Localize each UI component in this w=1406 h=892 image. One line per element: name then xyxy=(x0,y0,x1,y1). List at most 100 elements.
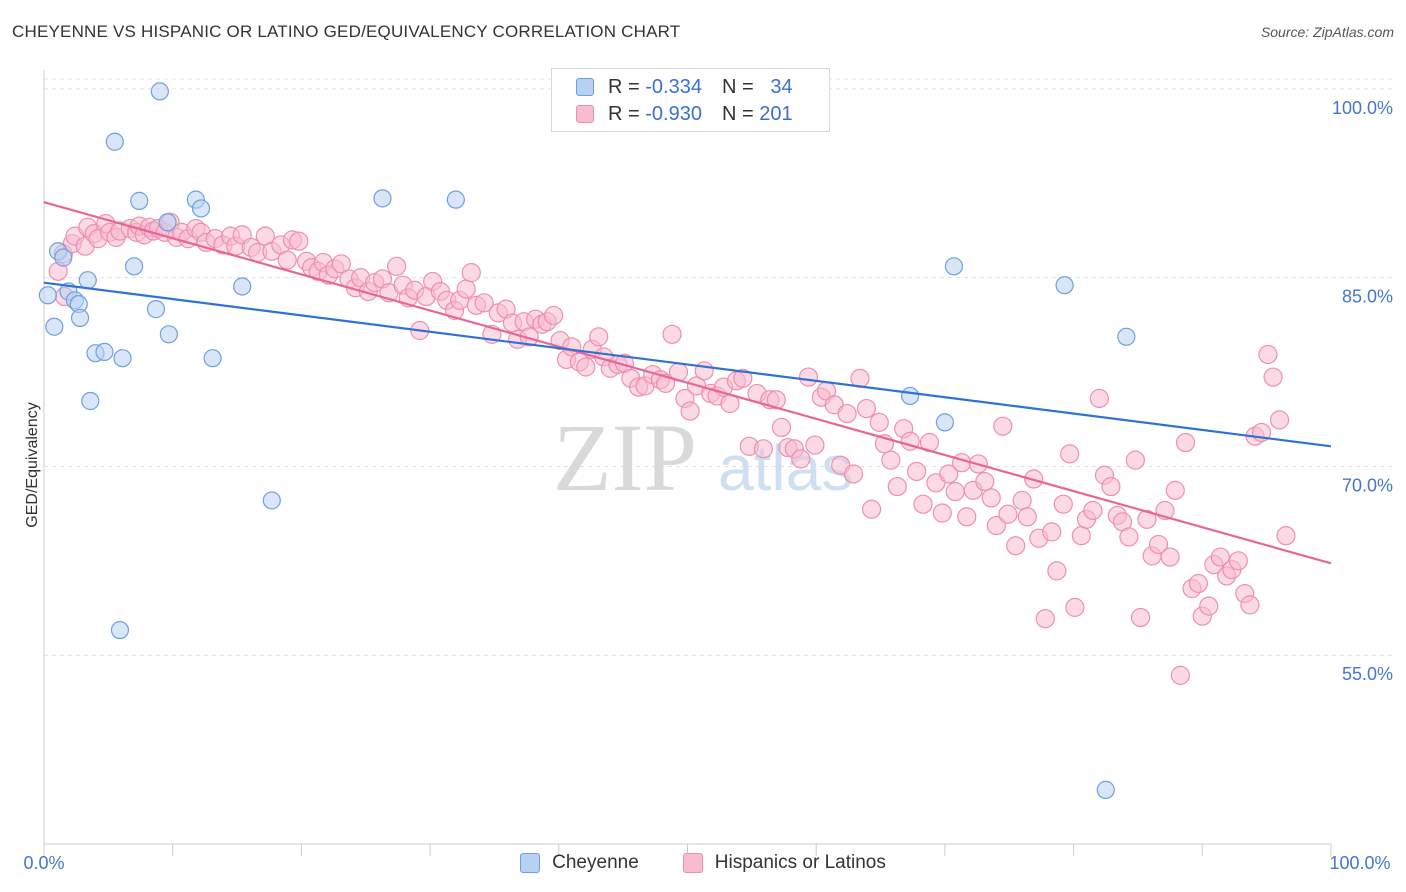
hispanic-point xyxy=(932,503,952,523)
cheyenne-point xyxy=(70,308,90,328)
hispanic-point xyxy=(975,471,995,492)
cheyenne-point xyxy=(944,257,964,276)
legend-bottom-label-cheyenne: Cheyenne xyxy=(552,852,639,873)
hispanic-point xyxy=(1071,526,1091,546)
cheyenne-point xyxy=(1117,327,1136,346)
hispanic-point xyxy=(694,361,714,381)
hispanic-point xyxy=(957,507,977,527)
gridlines xyxy=(44,78,1395,656)
hispanic-point xyxy=(1199,596,1219,616)
hispanic-point xyxy=(986,515,1006,536)
cheyenne-point xyxy=(54,248,73,267)
hispanic-point xyxy=(1240,595,1260,615)
hispanic-point xyxy=(662,324,682,344)
cheyenne-point xyxy=(262,491,281,510)
hispanic-point xyxy=(461,263,481,283)
watermark-zip: ZIP xyxy=(553,404,697,511)
hispanic-point xyxy=(881,450,901,470)
cheyenne-point xyxy=(373,189,392,208)
cheyenne-point xyxy=(159,325,178,344)
source-label: Source: ZipAtlas.com xyxy=(1260,24,1394,40)
hispanic-point xyxy=(1130,607,1151,628)
legend-r-value-hispanic: -0.930 xyxy=(645,102,702,125)
legend-r-label: R = xyxy=(608,102,640,125)
cheyenne-point xyxy=(146,300,166,319)
hispanic-point xyxy=(1188,573,1209,594)
hispanic-point xyxy=(906,461,927,482)
cheyenne-point xyxy=(191,199,211,218)
x-tick-label-max: 100.0% xyxy=(1329,853,1390,873)
legend-n-label: N = xyxy=(721,75,754,98)
legend-top: R = -0.334 N = 34 R = -0.930 N = 201 xyxy=(551,68,830,132)
legend-bottom-swatch-hispanic xyxy=(682,853,703,873)
legend-n-value-cheyenne: 34 xyxy=(770,75,793,98)
hispanic-point xyxy=(1276,526,1296,546)
cheyenne-point xyxy=(110,620,130,640)
hispanic-point xyxy=(945,482,965,502)
hispanic-point xyxy=(791,449,811,469)
hispanic-point xyxy=(861,499,882,519)
y-tick-label-85: 85.0% xyxy=(1342,287,1393,307)
cheyenne-point xyxy=(38,286,57,305)
hispanic-point xyxy=(733,368,753,388)
hispanic-point xyxy=(1175,432,1196,453)
hispanic-point xyxy=(474,293,494,313)
hispanic-point xyxy=(1119,527,1139,547)
hispanic-point xyxy=(1065,597,1085,617)
hispanic-points xyxy=(48,212,1296,685)
hispanic-point xyxy=(843,464,864,484)
legend-n-label: N = xyxy=(721,102,754,125)
hispanic-point xyxy=(1047,561,1067,581)
hispanic-point xyxy=(805,435,825,455)
x-tick-labels: 0.0% 100.0% xyxy=(23,853,1390,873)
hispanic-point xyxy=(1006,536,1026,556)
hispanic-point xyxy=(856,398,876,419)
legend-swatch-cheyenne xyxy=(576,78,594,96)
legend-row-hispanic: R = -0.930 N = 201 xyxy=(576,102,793,126)
hispanic-point xyxy=(981,488,1001,508)
y-tick-label-55: 55.0% xyxy=(1342,664,1393,684)
chart-title: CHEYENNE VS HISPANIC OR LATINO GED/EQUIV… xyxy=(12,22,681,41)
hispanic-point xyxy=(1269,410,1290,430)
hispanic-point xyxy=(576,357,596,377)
hispanic-point xyxy=(680,401,700,421)
x-ticks xyxy=(43,844,1332,856)
hispanic-point xyxy=(289,231,309,251)
cheyenne-point xyxy=(78,271,97,290)
cheyenne-point xyxy=(203,349,222,368)
hispanic-point xyxy=(1137,509,1157,529)
hispanic-point xyxy=(1089,388,1109,409)
legend-item-cheyenne: Cheyenne xyxy=(520,852,639,874)
cheyenne-point xyxy=(446,190,465,209)
hispanic-point xyxy=(1160,547,1180,567)
hispanic-point xyxy=(1035,609,1055,629)
hispanic-point xyxy=(993,416,1013,436)
legend-item-hispanic: Hispanics or Latinos xyxy=(682,852,886,874)
hispanic-point xyxy=(1012,490,1032,511)
cheyenne-point xyxy=(81,391,100,411)
cheyenne-points xyxy=(38,82,1136,799)
hispanic-point xyxy=(837,403,857,424)
hispanic-point xyxy=(1148,534,1169,555)
hispanic-point xyxy=(1083,500,1103,521)
hispanic-point xyxy=(1165,480,1185,500)
x-tick-label-min: 0.0% xyxy=(23,853,64,873)
hispanic-point xyxy=(1228,551,1248,571)
cheyenne-point xyxy=(158,213,177,232)
hispanic-point xyxy=(798,367,819,387)
hispanic-point xyxy=(544,305,564,326)
legend-swatch-hispanic xyxy=(576,105,594,123)
legend-bottom: Cheyenne Hispanics or Latinos xyxy=(0,852,1406,874)
cheyenne-point xyxy=(150,82,169,101)
hispanic-point xyxy=(1060,444,1080,464)
hispanic-point xyxy=(1210,547,1230,567)
y-tick-label-100: 100.0% xyxy=(1332,98,1393,118)
y-tick-labels: 55.0% 70.0% 85.0% 100.0% xyxy=(1332,98,1393,684)
hispanic-point xyxy=(1042,522,1062,542)
cheyenne-point xyxy=(105,132,124,151)
hispanic-point xyxy=(869,412,889,432)
hispanic-point xyxy=(1017,507,1037,527)
hispanic-point xyxy=(1258,344,1278,365)
cheyenne-trend-line xyxy=(43,281,1332,448)
